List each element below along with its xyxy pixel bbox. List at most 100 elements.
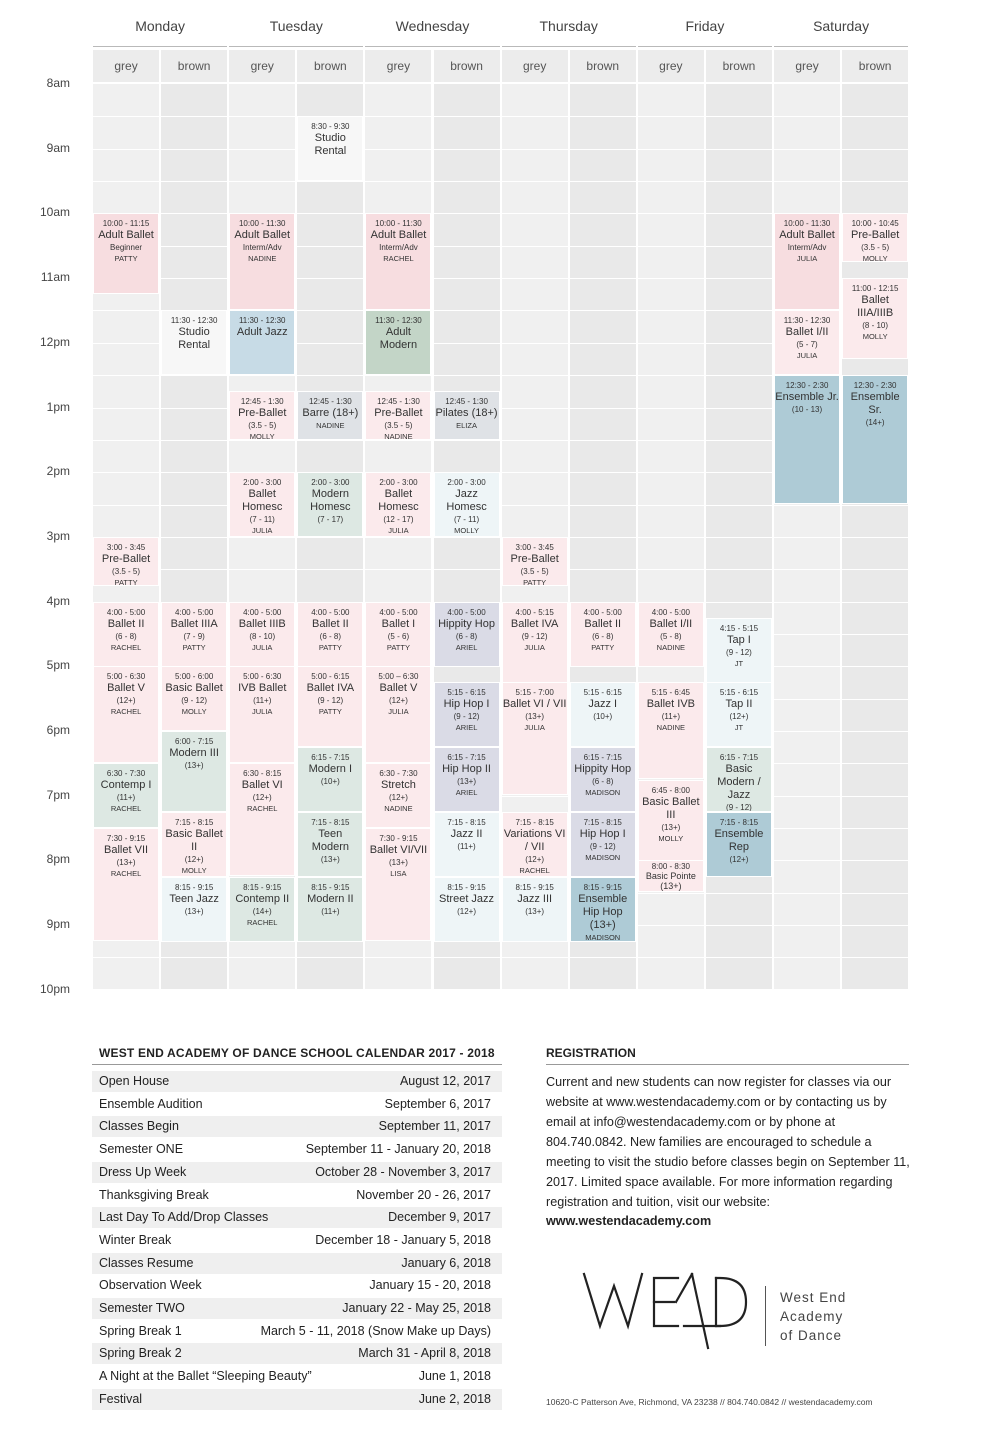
calendar-event: Last Day To Add/Drop Classes — [99, 1210, 269, 1225]
class-name: Hip Hop I — [579, 828, 626, 840]
class-block[interactable]: 6:30 - 7:30 Contemp I (11+) RACHEL — [93, 763, 160, 828]
class-block[interactable]: 4:15 - 5:15 Tap I (9 - 12) JT — [705, 618, 772, 683]
class-block[interactable]: 7:30 - 9:15 Ballet VII (13+) RACHEL — [93, 828, 160, 941]
class-block[interactable]: 4:00 - 5:00 Ballet II (6 - 8) PATTY — [569, 602, 636, 667]
class-block[interactable]: 2:00 - 3:00 Jazz Homesc (7 - 11) MOLLY — [433, 472, 500, 537]
class-block[interactable]: 5:00 - 6:30 IVB Ballet (11+) JULIA — [229, 666, 296, 763]
class-block[interactable]: 7:15 - 8:15 Basic Ballet II (12+) MOLLY — [161, 812, 228, 877]
class-block[interactable]: 5:15 - 7:00 Ballet VI / VII (13+) JULIA — [501, 682, 568, 795]
class-block[interactable]: 8:15 - 9:15 Jazz III (13+) — [501, 877, 568, 942]
class-block[interactable]: 11:00 - 12:15 Ballet IIIA/IIIB (8 - 10) MOL… — [842, 278, 909, 359]
class-block[interactable]: 12:30 - 2:30 Ensemble Jr. (10 - 13) — [774, 375, 841, 504]
time-label: 7pm — [46, 787, 70, 802]
class-block[interactable]: 6:30 - 8:15 Ballet VI (12+) RACHEL — [229, 763, 296, 876]
class-block[interactable]: 5:15 - 6:15 Hip Hop I (9 - 12) ARIEL — [433, 682, 500, 747]
day-divider — [501, 46, 636, 47]
room-header-grey: grey — [501, 50, 568, 82]
class-block[interactable]: 6:15 - 7:15 Basic Modern / Jazz (9 - 12) — [705, 747, 772, 812]
class-block[interactable]: 5:00 – 6:30 Ballet V (12+) JULIA — [365, 666, 432, 763]
class-block[interactable]: 6:30 - 7:30 Stretch (12+) NADINE — [365, 763, 432, 828]
class-block[interactable]: 8:15 - 9:15 Ensemble Hip Hop (13+) MADISON — [569, 877, 636, 942]
class-block[interactable]: 5:00 - 6:15 Ballet IVA (9 - 12) PATTY — [297, 666, 364, 747]
class-block[interactable]: 4:00 - 5:15 Ballet IVA (9 - 12) JULIA — [501, 602, 568, 683]
class-block[interactable]: 2:00 - 3:00 Ballet Homesc (7 - 11) JULIA — [229, 472, 296, 537]
class-instructor: ARIEL — [455, 643, 478, 652]
class-block[interactable]: 12:45 - 1:30 Pilates (18+) ELIZA — [433, 391, 500, 440]
class-block[interactable]: 3:00 - 3:45 Pre-Ballet (3.5 - 5) PATTY — [93, 537, 160, 586]
class-instructor: MOLLY — [639, 891, 703, 892]
class-block[interactable]: 8:15 - 9:15 Teen Jazz (13+) — [161, 877, 228, 942]
class-block[interactable]: 10:00 - 11:15 Adult Ballet Beginner PATTY — [93, 213, 160, 294]
class-block[interactable]: 2:00 - 3:00 Ballet Homesc (12 - 17) JULIA — [365, 472, 432, 537]
class-block[interactable]: 5:00 - 6:30 Ballet V (12+) RACHEL — [93, 666, 160, 763]
class-block[interactable]: 7:15 - 8:15 Teen Modern (13+) — [297, 812, 364, 877]
class-block[interactable]: 4:00 - 5:00 Ballet IIIA (7 - 9) PATTY — [161, 602, 228, 667]
class-block[interactable]: 11:30 - 12:30 Adult Jazz — [229, 310, 296, 375]
class-name: Ballet I/II — [785, 326, 829, 338]
class-age: (13+) — [525, 907, 545, 916]
class-block[interactable]: 6:15 - 7:15 Hippity Hop (6 - 8) MADISON — [569, 747, 636, 812]
class-block[interactable]: 8:15 - 9:15 Modern II (11+) — [297, 877, 364, 942]
class-block[interactable]: 7:15 - 8:15 Variations VI / VII (12+) RACHE… — [501, 812, 568, 877]
class-block[interactable]: 4:00 - 5:00 Ballet IIIB (8 - 10) JULIA — [229, 602, 296, 667]
class-block[interactable]: 10:00 - 11:30 Adult Ballet Interm/Adv RACHE… — [365, 213, 432, 310]
class-block[interactable]: 7:15 - 8:15 Jazz II (11+) — [433, 812, 500, 877]
class-block[interactable]: 7:15 - 8:15 Ensemble Rep (12+) — [705, 812, 772, 877]
class-time: 5:00 - 6:00 — [175, 672, 214, 681]
class-block[interactable]: 5:15 - 6:45 Ballet IVB (11+) NADINE — [637, 682, 704, 779]
half-hour-line — [92, 440, 910, 441]
class-block[interactable]: 5:15 - 6:15 Tap II (12+) JT — [705, 682, 772, 747]
class-block[interactable]: 2:00 - 3:00 Modern Homesc (7 - 17) — [297, 472, 364, 537]
class-block[interactable]: 8:15 - 9:15 Street Jazz (12+) — [433, 877, 500, 942]
half-hour-line — [92, 375, 910, 376]
class-instructor: MADISON — [585, 853, 621, 862]
class-instructor: PATTY — [182, 643, 206, 652]
time-label: 11am — [40, 270, 70, 285]
class-block[interactable]: 10:00 - 11:30 Adult Ballet Interm/Adv NADIN… — [229, 213, 296, 310]
class-block[interactable]: 4:00 - 5:00 Ballet I (5 - 6) PATTY — [365, 602, 432, 667]
class-block[interactable]: 8:15 - 9:15 Contemp II (14+) RACHEL — [229, 877, 296, 942]
class-block[interactable]: 12:45 - 1:30 Pre-Ballet (3.5 - 5) NADINE — [365, 391, 432, 440]
class-age: (11+) — [116, 793, 136, 802]
class-block[interactable]: 5:15 - 6:15 Jazz I (10+) — [569, 682, 636, 747]
class-block[interactable]: 11:30 - 12:30 Adult Modern — [365, 310, 432, 375]
website-link[interactable]: www.westendacademy.com — [546, 1214, 712, 1228]
class-block[interactable]: 11:30 - 12:30 Studio Rental — [161, 310, 228, 375]
class-block[interactable]: 6:15 - 7:15 Modern I (10+) — [297, 747, 364, 812]
class-block[interactable]: 7:15 - 8:15 Hip Hop I (9 - 12) MADISON — [569, 812, 636, 877]
class-block[interactable]: 3:00 - 3:45 Pre-Ballet (3.5 - 5) PATTY — [501, 537, 568, 586]
class-block[interactable]: 4:00 - 5:00 Hippity Hop (6 - 8) ARIEL — [433, 602, 500, 667]
day-header-wednesday: Wednesday — [395, 18, 470, 34]
class-block[interactable]: 8:30 - 9:30 Studio Rental — [297, 116, 364, 181]
class-block[interactable]: 5:00 - 6:00 Basic Ballet (9 - 12) MOLLY — [161, 666, 228, 731]
room-header-brown: brown — [297, 50, 364, 82]
class-block[interactable]: 12:45 - 1:30 Pre-Ballet (3.5 - 5) MOLLY — [229, 391, 296, 440]
class-block[interactable]: 6:45 - 8:00 Basic Ballet III (13+) MOLLY — [637, 780, 704, 861]
class-block[interactable]: 4:00 - 5:00 Ballet II (6 - 8) PATTY — [297, 602, 364, 667]
day-header-friday: Friday — [685, 18, 725, 34]
class-time: 5:15 - 7:00 — [515, 688, 554, 697]
class-instructor: RACHEL — [110, 707, 142, 716]
day-divider — [774, 46, 909, 47]
class-block[interactable]: 7:30 - 9:15 Ballet VI/VII (13+) LISA — [365, 828, 432, 941]
class-block[interactable]: 10:00 - 10:45 Pre-Ballet (3.5 - 5) MOLLY — [842, 213, 909, 262]
class-instructor: MOLLY — [862, 254, 888, 262]
class-block[interactable]: 12:45 - 1:30 Barre (18+) NADINE — [297, 391, 364, 440]
class-block[interactable]: 6:15 - 7:15 Hip Hop II (13+) ARIEL — [433, 747, 500, 812]
class-block[interactable]: 4:00 - 5:00 Ballet I/II (5 - 8) NADINE — [637, 602, 704, 667]
class-time: 4:00 - 5:00 — [175, 608, 214, 617]
class-time: 6:30 - 7:30 — [379, 769, 418, 778]
class-instructor: PATTY — [114, 254, 138, 263]
half-hour-line — [92, 602, 910, 603]
class-block[interactable]: 10:00 - 11:30 Adult Ballet Interm/Adv JULIA — [774, 213, 841, 310]
calendar-title: WEST END ACADEMY OF DANCE SCHOOL CALENDA… — [99, 1046, 495, 1060]
class-block[interactable]: 12:30 - 2:30 Ensemble Sr. (14+) — [842, 375, 909, 504]
class-name: Modern III — [169, 747, 219, 759]
class-name: Modern I — [308, 763, 353, 775]
class-block[interactable]: 4:00 - 5:00 Ballet II (6 - 8) RACHEL — [93, 602, 160, 667]
class-block[interactable]: 6:00 - 7:15 Modern III (13+) — [161, 731, 228, 812]
class-block[interactable]: 11:30 - 12:30 Ballet I/II (5 - 7) JULIA — [774, 310, 841, 375]
class-age: (7 - 11) — [453, 515, 480, 524]
class-name: Street Jazz — [439, 893, 495, 905]
